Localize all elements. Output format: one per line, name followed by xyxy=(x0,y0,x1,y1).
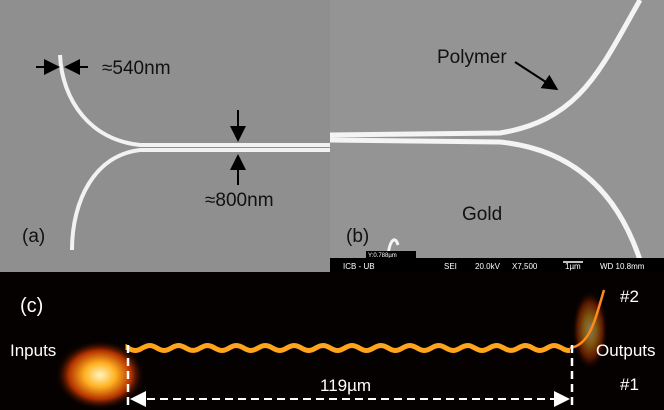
length-label: 119µm xyxy=(320,376,371,395)
inputs-label: Inputs xyxy=(10,341,56,360)
info-bar-item: 1µm xyxy=(565,262,581,271)
panel-label: (c) xyxy=(20,295,43,317)
info-bar-item: WD 10.8mm xyxy=(600,262,645,271)
info-bar-item: SEI xyxy=(444,262,457,271)
panel-a: ≈540nm ≈800nm (a) xyxy=(0,0,330,272)
gold-label: Gold xyxy=(462,204,502,225)
panel-label: (a) xyxy=(22,226,45,247)
panel-label: (b) xyxy=(346,226,369,247)
polymer-label: Polymer xyxy=(437,47,507,68)
width-top: ≈540nm xyxy=(102,58,171,79)
outputs-label: Outputs xyxy=(596,341,656,360)
info-bar-item: X7,500 xyxy=(512,262,538,271)
info-bar-item: ICB - UB xyxy=(343,262,375,271)
output-2: #2 xyxy=(620,287,639,306)
figure: ≈540nm ≈800nm (a) Polymer Gold (b) Y:0.7… xyxy=(0,0,664,410)
output-1: #1 xyxy=(620,375,639,394)
panel-c: (c) #2 Inputs Outputs 119µm #1 xyxy=(0,272,664,410)
info-bar-item: 20.0kV xyxy=(475,262,501,271)
width-middle: ≈800nm xyxy=(205,190,274,211)
